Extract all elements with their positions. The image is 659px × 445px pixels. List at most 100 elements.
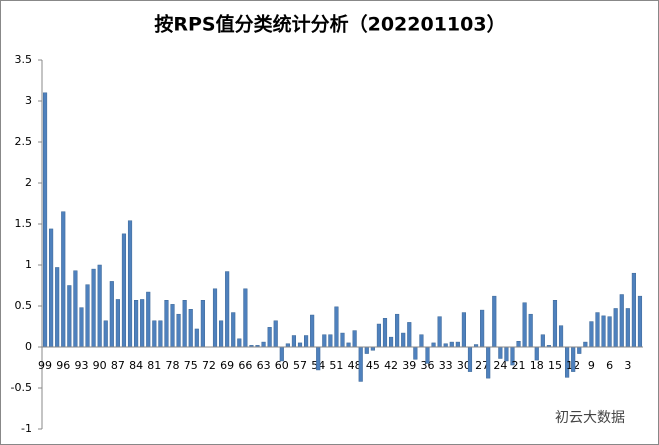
bar: [528, 313, 533, 348]
bar: [328, 334, 333, 348]
bar: [170, 304, 175, 348]
y-tick-label: 2: [25, 176, 32, 189]
bar: [55, 267, 60, 348]
bar: [467, 346, 473, 372]
bar: [613, 308, 618, 348]
bar: [134, 300, 139, 348]
bar: [219, 320, 224, 348]
bar: [140, 299, 145, 348]
x-tick-label: 99: [38, 359, 52, 372]
bar: [164, 300, 169, 348]
bar: [480, 309, 485, 348]
bar: [267, 327, 272, 348]
bar: [346, 342, 351, 348]
bar: [395, 313, 400, 348]
bar: [486, 346, 491, 379]
bar: [401, 332, 406, 348]
x-tick-label: 21: [512, 359, 526, 372]
x-tick-label: 3: [624, 359, 631, 372]
bar: [540, 334, 545, 348]
bar: [407, 322, 412, 348]
bar: [631, 272, 636, 348]
y-tick-label: 3: [25, 94, 32, 107]
bar: [103, 320, 108, 348]
bar: [73, 270, 78, 348]
bar: [176, 313, 181, 348]
x-tick-label: 36: [420, 359, 434, 372]
bar: [583, 341, 588, 348]
bar: [200, 300, 205, 348]
bar: [146, 291, 151, 348]
x-tick-label: 48: [348, 359, 362, 372]
bar: [449, 341, 454, 348]
bar: [152, 320, 157, 348]
bar: [67, 285, 72, 348]
x-tick-label: 87: [111, 359, 125, 372]
x-tick-label: 72: [202, 359, 216, 372]
x-tick-label: 45: [366, 359, 380, 372]
bar: [558, 325, 564, 348]
x-tick-label: 15: [548, 359, 562, 372]
bar: [376, 323, 381, 348]
x-tick-label: 96: [56, 359, 70, 372]
bar: [97, 264, 102, 348]
x-tick-label: 60: [275, 359, 289, 372]
x-tick-label: 63: [257, 359, 271, 372]
bar: [316, 346, 321, 371]
x-tick-label: 81: [147, 359, 161, 372]
x-tick-label: 66: [238, 359, 252, 372]
x-tick-label: 42: [384, 359, 398, 372]
x-tick-label: 51: [329, 359, 343, 372]
bar: [388, 336, 394, 348]
bar: [188, 309, 193, 348]
bar: [49, 228, 54, 348]
bar: [158, 320, 163, 348]
bar: [121, 233, 127, 348]
bar: [498, 346, 503, 359]
bar: [552, 300, 558, 348]
bar: [237, 338, 242, 348]
watermark: 初云大数据: [555, 409, 625, 426]
bar: [340, 332, 345, 348]
bar: [304, 335, 309, 348]
bar: [91, 268, 96, 348]
bar: [79, 307, 84, 348]
bar: [455, 341, 460, 348]
bar: [127, 220, 133, 348]
bar: [437, 316, 442, 348]
bar: [619, 294, 624, 348]
x-tick-label: 30: [457, 359, 471, 372]
x-tick-label: 69: [220, 359, 234, 372]
x-tick-label: 6: [606, 359, 613, 372]
bar: [334, 306, 339, 348]
bar: [358, 346, 363, 382]
bar: [261, 341, 266, 348]
chart-title: 按RPS值分类统计分析（202201103）: [154, 13, 505, 36]
bar: [352, 330, 357, 348]
bar: [382, 318, 388, 348]
x-tick-label: 90: [93, 359, 107, 372]
bar: [212, 288, 218, 348]
bar: [61, 211, 66, 348]
bar: [577, 346, 582, 354]
x-tick-label: 57: [293, 359, 307, 372]
bar: [461, 312, 466, 348]
bar: [637, 295, 643, 348]
bar: [504, 346, 509, 362]
bar: [115, 299, 120, 348]
bar: [231, 312, 236, 348]
bar: [425, 346, 430, 364]
y-tick-label: 1.5: [15, 217, 33, 230]
bar: [419, 334, 424, 348]
bar: [571, 346, 576, 372]
bar: [534, 346, 539, 361]
bar: [85, 284, 90, 348]
x-tick-label: 33: [439, 359, 453, 372]
y-tick-label: 0.5: [15, 299, 33, 312]
bar: [42, 92, 48, 348]
bar: [413, 346, 418, 360]
bar: [492, 295, 497, 348]
y-tick-label: 0: [25, 340, 32, 353]
y-tick-label: 2.5: [15, 135, 33, 148]
